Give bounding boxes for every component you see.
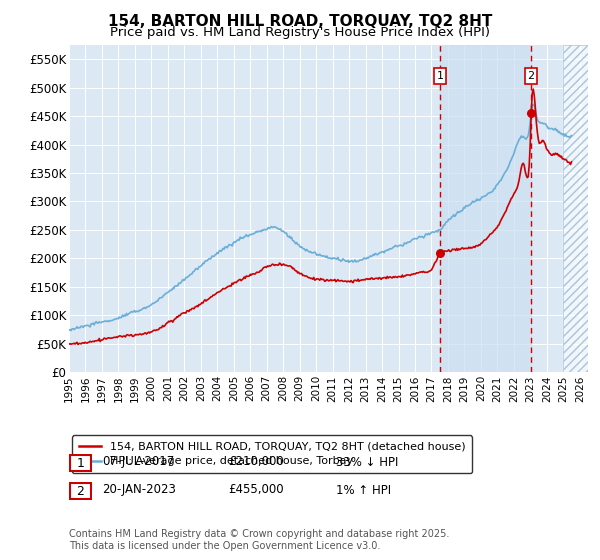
FancyBboxPatch shape [70, 483, 91, 499]
Text: £455,000: £455,000 [228, 483, 284, 497]
Text: 2: 2 [527, 71, 535, 81]
Bar [563, 45, 588, 372]
Text: £210,000: £210,000 [228, 455, 284, 469]
Text: 33% ↓ HPI: 33% ↓ HPI [336, 455, 398, 469]
Legend: 154, BARTON HILL ROAD, TORQUAY, TQ2 8HT (detached house), HPI: Average price, de: 154, BARTON HILL ROAD, TORQUAY, TQ2 8HT … [72, 435, 472, 473]
FancyBboxPatch shape [70, 455, 91, 471]
Text: 1: 1 [76, 456, 85, 470]
Text: 07-JUL-2017: 07-JUL-2017 [102, 455, 174, 469]
Text: Price paid vs. HM Land Registry's House Price Index (HPI): Price paid vs. HM Land Registry's House … [110, 26, 490, 39]
Text: 1% ↑ HPI: 1% ↑ HPI [336, 483, 391, 497]
Bar [440, 45, 531, 372]
Text: 2: 2 [76, 484, 85, 498]
Point [435, 248, 445, 257]
Point [526, 109, 536, 118]
Text: 154, BARTON HILL ROAD, TORQUAY, TQ2 8HT: 154, BARTON HILL ROAD, TORQUAY, TQ2 8HT [108, 14, 492, 29]
Text: 1: 1 [437, 71, 443, 81]
Text: Contains HM Land Registry data © Crown copyright and database right 2025.
This d: Contains HM Land Registry data © Crown c… [69, 529, 449, 551]
Bar [563, 45, 588, 372]
Text: 20-JAN-2023: 20-JAN-2023 [102, 483, 176, 497]
